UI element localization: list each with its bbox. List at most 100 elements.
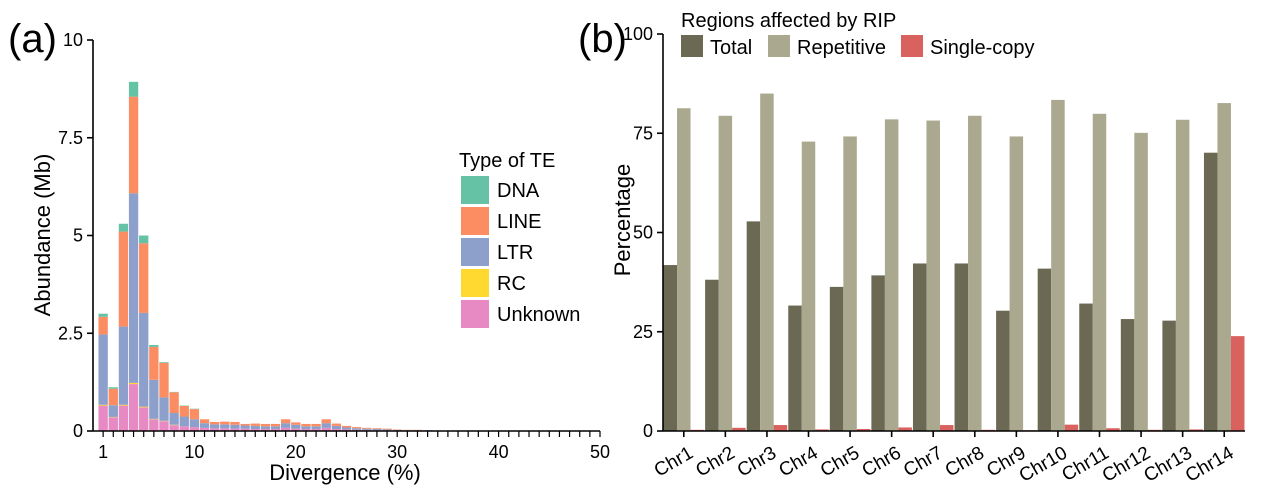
- a-bar-ltr-2: [109, 405, 118, 417]
- b-bar-total-chr13: [1162, 321, 1176, 431]
- a-bar-rc-4: [129, 383, 138, 384]
- b-x-tick-label-chr2: Chr2: [692, 443, 738, 482]
- a-bar-line-3: [119, 232, 128, 327]
- b-bar-repetitive-chr11: [1093, 114, 1107, 431]
- b-bar-total-chr3: [747, 221, 761, 431]
- b-bar-repetitive-chr7: [926, 121, 940, 431]
- b-legend-label-repetitive: Repetitive: [797, 37, 886, 59]
- b-bar-single-copy-chr14: [1231, 336, 1245, 431]
- a-bar-line-13: [220, 422, 229, 425]
- b-x-tick-label-chr3: Chr3: [734, 443, 780, 482]
- a-bar-line-14: [230, 422, 239, 425]
- a-bar-ltr-28: [372, 429, 381, 430]
- a-bar-line-5: [139, 243, 148, 313]
- b-bar-repetitive-chr14: [1217, 103, 1231, 431]
- a-x-tick-label: 10: [184, 442, 204, 462]
- a-bar-ltr-17: [261, 426, 270, 429]
- a-bar-ltr-4: [129, 193, 138, 383]
- a-bar-unknown-5: [139, 408, 148, 431]
- b-legend-title: Regions affected by RIP: [681, 10, 896, 32]
- a-bar-ltr-15: [240, 426, 249, 429]
- b-bar-repetitive-chr5: [843, 136, 857, 431]
- a-bar-line-10: [190, 409, 199, 419]
- a-x-tick-label: 40: [489, 442, 509, 462]
- a-legend-swatch-ltr: [461, 238, 489, 266]
- b-bar-total-chr9: [996, 311, 1010, 431]
- a-bar-ltr-18: [271, 426, 280, 429]
- te-abundance-bars: [98, 82, 442, 431]
- b-y-tick-label: 50: [633, 223, 653, 243]
- b-bar-total-chr12: [1121, 319, 1135, 431]
- b-bar-total-chr10: [1038, 269, 1052, 431]
- b-x-tick-label-chr8: Chr8: [942, 443, 988, 482]
- a-bar-ltr-25: [342, 427, 351, 429]
- a-bar-ltr-13: [220, 424, 229, 428]
- a-y-tick-label: 7.5: [58, 128, 83, 148]
- b-legend-label-single-copy: Single-copy: [930, 37, 1035, 59]
- b-x-tick-label-chr6: Chr6: [859, 443, 905, 482]
- b-bar-total-chr2: [705, 280, 719, 431]
- b-bar-repetitive-chr3: [760, 94, 774, 431]
- a-legend-swatch-dna: [461, 176, 489, 204]
- a-bar-line-25: [342, 426, 351, 428]
- b-bar-total-chr14: [1204, 153, 1218, 431]
- a-x-tick-label: 30: [387, 442, 407, 462]
- b-x-tick-label-chr5: Chr5: [817, 443, 863, 482]
- b-legend-swatch-repetitive: [768, 35, 790, 57]
- b-x-tick-label-chr7: Chr7: [900, 443, 946, 482]
- a-bar-line-6: [149, 347, 158, 380]
- a-bar-line-15: [240, 424, 249, 426]
- a-bar-ltr-14: [230, 425, 239, 429]
- a-bar-line-24: [332, 424, 341, 426]
- a-bar-line-20: [291, 422, 300, 424]
- a-bar-dna-6: [149, 345, 158, 347]
- a-y-ticks: 02.557.510: [58, 30, 93, 441]
- a-bar-unknown-8: [169, 425, 178, 431]
- b-bar-repetitive-chr6: [885, 119, 899, 431]
- a-x-tick-label: 20: [286, 442, 306, 462]
- a-bar-dna-5: [139, 236, 148, 244]
- a-legend-title: Type of TE: [459, 150, 555, 172]
- a-legend-label-ltr: LTR: [497, 242, 533, 264]
- b-legend-swatch-single-copy: [901, 35, 923, 57]
- b-bar-total-chr5: [830, 287, 844, 431]
- b-bar-single-copy-chr7: [940, 425, 954, 431]
- a-bar-unknown-3: [119, 406, 128, 431]
- a-x-axis-label: Divergence (%): [269, 460, 421, 485]
- a-bar-line-7: [159, 363, 168, 397]
- a-bar-line-21: [301, 424, 310, 426]
- a-bar-unknown-1: [98, 406, 107, 431]
- b-x-tick-label-chr14: Chr14: [1182, 442, 1238, 485]
- rip-percentage-bars: [664, 94, 1245, 431]
- b-legend-label-total: Total: [710, 37, 752, 59]
- a-bar-line-11: [200, 419, 209, 423]
- b-bar-repetitive-chr2: [719, 116, 733, 431]
- a-bar-dna-2: [109, 387, 118, 389]
- a-bar-line-28: [372, 428, 381, 429]
- a-bar-line-22: [311, 424, 320, 426]
- a-legend-swatch-unknown: [461, 300, 489, 328]
- b-bar-repetitive-chr12: [1134, 133, 1148, 431]
- a-y-tick-label: 5: [73, 226, 83, 246]
- a-bar-line-2: [109, 389, 118, 405]
- a-bar-line-18: [271, 424, 280, 426]
- b-bar-total-chr7: [913, 263, 927, 431]
- a-bar-ltr-12: [210, 424, 219, 428]
- b-y-tick-label: 75: [633, 123, 653, 143]
- a-bar-unknown-6: [149, 419, 158, 431]
- a-bar-rc-5: [139, 407, 148, 408]
- a-legend-label-dna: DNA: [497, 180, 540, 202]
- a-bar-line-23: [322, 419, 331, 423]
- a-y-tick-label: 2.5: [58, 323, 83, 343]
- a-bar-ltr-5: [139, 313, 148, 407]
- b-bar-repetitive-chr13: [1176, 120, 1190, 431]
- b-x-tick-label-chr1: Chr1: [651, 443, 697, 482]
- a-bar-ltr-24: [332, 426, 341, 429]
- b-bar-repetitive-chr10: [1051, 100, 1065, 431]
- b-legend-swatch-total: [681, 35, 703, 57]
- a-legend-swatch-rc: [461, 269, 489, 297]
- a-bar-ltr-27: [362, 429, 371, 430]
